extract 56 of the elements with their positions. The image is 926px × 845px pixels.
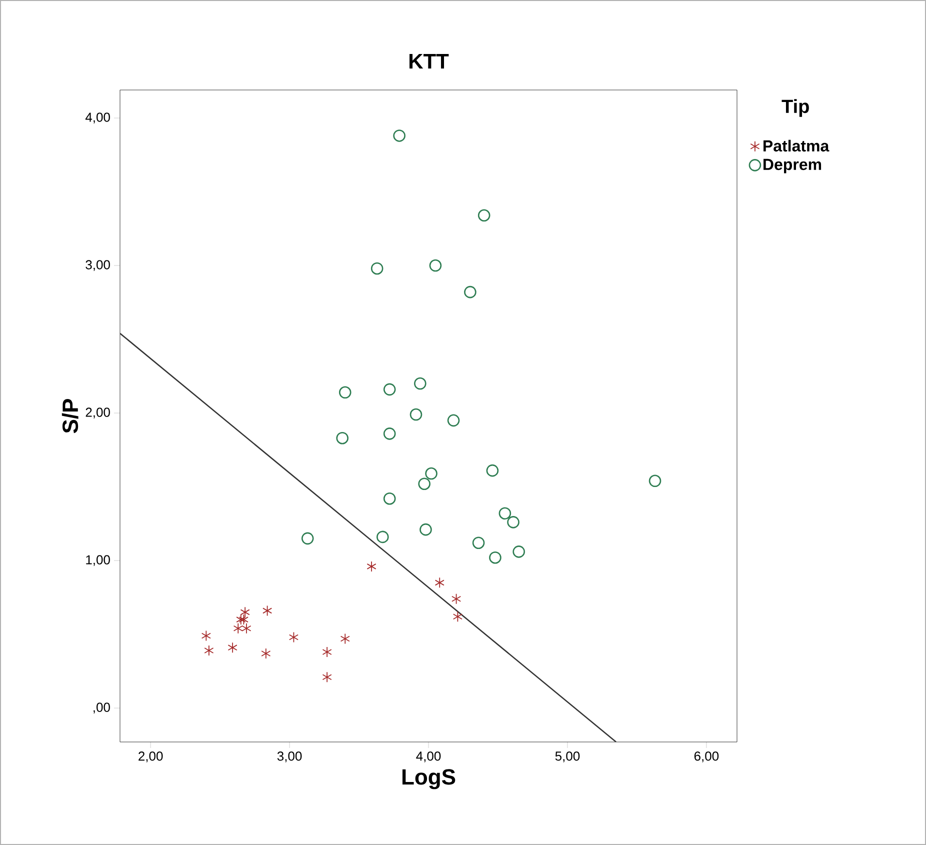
y-tick-label: 1,00 — [86, 555, 110, 566]
point — [383, 428, 396, 440]
legend-label: Deprem — [764, 158, 822, 174]
point — [288, 632, 298, 643]
y-tick-label: 3,00 — [86, 260, 110, 271]
legend-title: Tip — [782, 99, 809, 117]
point — [322, 672, 332, 683]
point — [370, 262, 384, 275]
y-tick-label: ,00 — [94, 702, 110, 714]
y-axis-title: S/P — [62, 399, 78, 434]
point — [429, 259, 442, 272]
point — [648, 474, 662, 488]
point — [393, 130, 406, 142]
point — [420, 523, 432, 536]
point — [447, 414, 460, 427]
point — [418, 478, 430, 490]
x-tick-label: 3,00 — [277, 752, 302, 762]
point — [478, 209, 490, 222]
x-tick-label: 4,00 — [416, 752, 441, 762]
point — [376, 530, 389, 544]
legend-label: Patlatma — [764, 140, 830, 152]
point — [233, 622, 243, 634]
point — [425, 467, 438, 480]
point — [338, 386, 352, 399]
point — [383, 383, 396, 396]
point — [322, 646, 332, 658]
point — [512, 546, 525, 558]
point — [336, 432, 348, 444]
point — [204, 645, 214, 656]
point — [301, 532, 314, 545]
point — [452, 611, 462, 622]
point — [261, 648, 271, 659]
point — [383, 492, 396, 505]
point — [414, 377, 426, 390]
point — [340, 633, 350, 644]
y-tick-label: 2,00 — [86, 408, 110, 418]
point — [486, 464, 499, 477]
point — [366, 561, 376, 572]
point — [228, 642, 238, 654]
x-tick-label: 2,00 — [138, 752, 163, 762]
point — [201, 630, 211, 642]
point — [434, 577, 444, 588]
point — [489, 551, 502, 564]
point — [240, 606, 250, 618]
point — [410, 408, 422, 421]
point — [507, 516, 520, 528]
point — [452, 593, 462, 604]
point — [262, 605, 272, 616]
point — [464, 286, 476, 298]
x-tick-label: 6,00 — [694, 752, 719, 762]
x-tick-label: 5,00 — [555, 752, 580, 762]
point — [498, 507, 512, 520]
x-axis-title: LogS — [402, 769, 456, 790]
chart-title: KTT — [410, 54, 449, 68]
y-tick-label: 4,00 — [85, 112, 110, 124]
point — [472, 536, 485, 549]
